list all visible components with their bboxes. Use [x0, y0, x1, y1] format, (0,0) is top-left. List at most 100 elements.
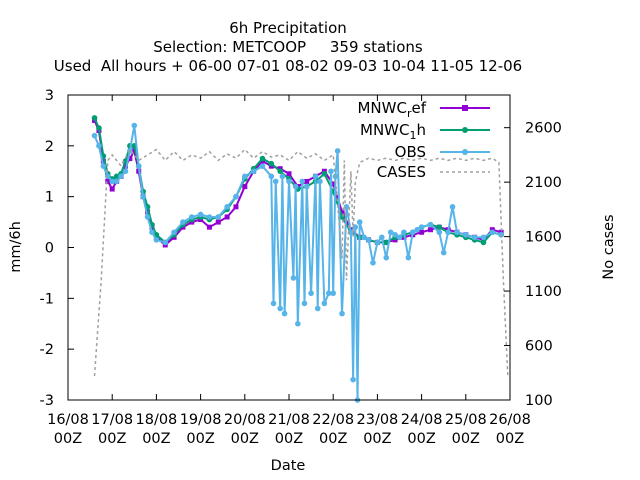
y-tick-label-5: 2 — [45, 139, 54, 155]
y2-tick-label-4: 2100 — [525, 175, 562, 191]
series-2-point-4 — [109, 178, 115, 185]
legend-item-0: MNWCref — [357, 99, 490, 120]
y-tick-label-0: -3 — [40, 393, 54, 409]
series-2-point-36 — [295, 320, 301, 327]
series-2-point-45 — [325, 290, 332, 297]
series-2-point-56 — [356, 219, 363, 225]
series-2-point-39 — [303, 183, 310, 190]
series-2-point-29 — [272, 178, 279, 185]
series-2-point-49 — [334, 148, 341, 154]
series-2-point-76 — [454, 229, 460, 236]
series-2-point-25 — [250, 168, 257, 175]
series-0-point-2 — [100, 158, 106, 164]
y2-axis-label: No cases — [601, 214, 617, 279]
series-2-point-74 — [445, 229, 451, 236]
y2-tick-label-3: 1600 — [525, 230, 562, 246]
series-2-point-7 — [122, 168, 129, 175]
series-2-point-35 — [292, 183, 299, 190]
series-2-point-61 — [379, 234, 385, 241]
y2-tick-label-5: 2600 — [525, 121, 562, 137]
series-0-point-31 — [304, 178, 310, 184]
series-2-point-23 — [233, 193, 239, 200]
series-0-point-22 — [224, 214, 230, 220]
x-tick-label-2: 18/08 — [136, 412, 178, 428]
series-2-point-68 — [409, 229, 416, 236]
series-2-point-64 — [392, 231, 398, 238]
series-2-point-59 — [370, 259, 376, 266]
x-tick-label-time-4: 00Z — [231, 431, 259, 447]
y2-axis-ticks: 100 600 1100 1600 2100 2600 — [504, 121, 562, 409]
legend-item-1: MNWC1h — [360, 121, 490, 142]
series-2-point-22 — [224, 204, 230, 210]
series-obs-2 — [91, 122, 504, 403]
series-2-point-19 — [197, 211, 204, 218]
series-0-point-4 — [109, 186, 115, 192]
y2-tick-label-2: 1100 — [525, 284, 562, 300]
series-2-point-73 — [440, 249, 447, 256]
legend-item-2: OBS — [395, 143, 490, 161]
series-2-point-28 — [270, 300, 277, 307]
series-2-point-16 — [171, 229, 177, 236]
chart-title-line-1: 6h Precipitation — [229, 19, 347, 37]
series-2-point-30 — [277, 305, 283, 312]
series-1-point-33 — [321, 170, 328, 177]
x-axis-label: Date — [271, 458, 306, 474]
series-layer — [91, 115, 509, 403]
legend-marker-0 — [462, 105, 468, 111]
series-2-point-1 — [96, 143, 102, 149]
series-0-point-45 — [427, 227, 433, 233]
legend-label-3: CASES — [377, 163, 426, 181]
series-line-1 — [93, 117, 502, 244]
chart-title-line-2: Selection: METCOOP 359 stations — [153, 38, 423, 56]
x-tick-label-time-1: 00Z — [98, 431, 126, 447]
series-line-2 — [93, 125, 502, 401]
x-axis-ticks: 16/08 00Z 17/08 00Z 18/08 00Z 19/08 00Z 20/08 00Z… — [47, 95, 531, 447]
series-1-point-28 — [277, 168, 283, 175]
series-2-point-78 — [471, 234, 478, 241]
legend-label-0: MNWCref — [357, 99, 426, 120]
series-2-point-71 — [427, 221, 434, 228]
series-2-point-60 — [374, 239, 381, 246]
series-0-point-20 — [206, 224, 212, 230]
y-tick-label-6: 3 — [45, 88, 54, 104]
x-tick-label-0: 16/08 — [47, 412, 89, 428]
series-2-point-21 — [215, 214, 222, 220]
legend-label-2: OBS — [395, 143, 426, 161]
series-2-point-53 — [350, 376, 356, 383]
series-0-point-29 — [286, 171, 292, 177]
series-0-point-8 — [127, 156, 133, 162]
series-2-point-65 — [396, 234, 403, 241]
series-2-point-9 — [131, 122, 138, 129]
series-0-point-34 — [330, 181, 336, 187]
series-0-point-3 — [105, 178, 111, 184]
y-axis-label: mm/6h — [8, 221, 24, 273]
series-2-point-3 — [104, 173, 111, 180]
y-axis-ticks: -3 -2 -1 0 1 2 3 — [40, 88, 74, 409]
series-0-point-44 — [419, 229, 425, 235]
series-2-point-58 — [365, 237, 372, 243]
series-2-point-17 — [180, 219, 186, 225]
x-tick-label-6: 22/08 — [312, 412, 354, 428]
series-2-point-2 — [100, 163, 107, 169]
series-1-point-40 — [383, 239, 390, 246]
x-tick-label-10: 26/08 — [489, 412, 531, 428]
series-2-point-33 — [286, 178, 292, 185]
series-2-point-70 — [418, 224, 425, 230]
series-0-point-21 — [215, 219, 221, 225]
series-0-point-7 — [122, 163, 128, 169]
series-1-point-5 — [113, 173, 120, 180]
legend-label-1: MNWC1h — [360, 121, 426, 142]
series-2-point-31 — [279, 173, 286, 180]
series-1-point-1 — [96, 125, 102, 131]
x-tick-label-3: 19/08 — [180, 412, 222, 428]
x-tick-label-9: 25/08 — [445, 412, 487, 428]
x-tick-label-time-2: 00Z — [142, 431, 170, 447]
x-tick-label-time-0: 00Z — [54, 431, 82, 447]
series-2-point-50 — [339, 310, 345, 317]
series-0-point-23 — [233, 204, 239, 210]
series-2-point-77 — [463, 231, 469, 238]
y-tick-label-3: 0 — [45, 241, 54, 257]
series-2-point-6 — [118, 173, 124, 180]
series-2-point-24 — [242, 173, 248, 180]
